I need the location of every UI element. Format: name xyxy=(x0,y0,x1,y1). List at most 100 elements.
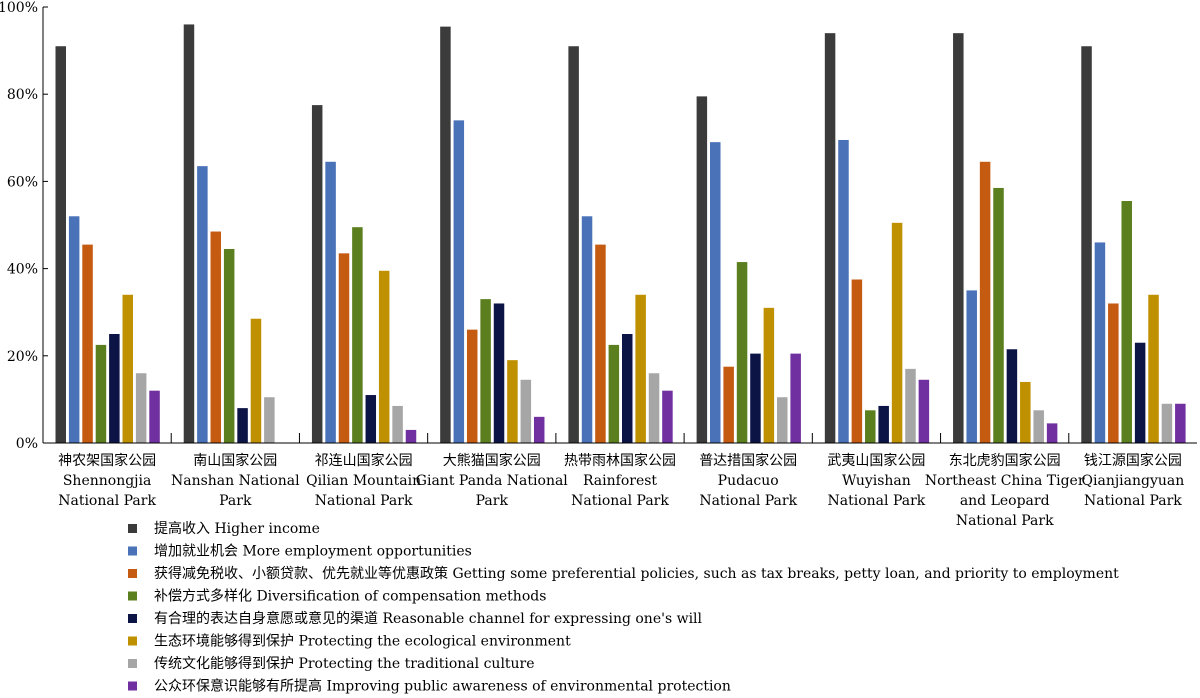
bar-s0-c3 xyxy=(440,26,451,444)
legend-label: 公众环保意识能够有所提高 Improving public awareness … xyxy=(154,678,731,695)
bar-s0-c8 xyxy=(1081,46,1092,444)
bar-s5-c2 xyxy=(378,270,390,443)
bar-s0-c7 xyxy=(953,33,964,443)
category-label: 武夷山国家公园 Wuyishan National Park xyxy=(827,452,925,509)
bar-s3-c7 xyxy=(993,187,1004,443)
legend-swatch xyxy=(128,546,137,556)
legend-label: 补偿方式多样化 Diversification of compensation … xyxy=(154,588,546,605)
bar-s2-c7 xyxy=(979,161,991,443)
bar-s4-c7 xyxy=(1006,349,1018,443)
bar-s4-c8 xyxy=(1134,342,1146,443)
bar-s1-c2 xyxy=(325,161,336,443)
bar-s6-c1 xyxy=(264,397,275,443)
y-tick-label: 20% xyxy=(7,349,38,365)
category-label: 祁连山国家公园 Qilian Mountain National Park xyxy=(306,452,421,509)
bar-s7-c6 xyxy=(918,379,930,443)
bar-s7-c2 xyxy=(405,429,417,443)
bar-s1-c6 xyxy=(838,139,849,444)
bar-s7-c0 xyxy=(149,390,160,443)
bar-s7-c3 xyxy=(533,416,545,443)
bar-s0-c5 xyxy=(696,96,708,443)
bar-s1-c4 xyxy=(581,216,593,443)
y-tick-label: 40% xyxy=(7,262,38,278)
bar-s2-c2 xyxy=(338,253,350,443)
bar-s4-c5 xyxy=(750,353,761,443)
bar-s5-c4 xyxy=(635,294,646,443)
bar-s4-c1 xyxy=(237,408,248,443)
y-tick-label: 60% xyxy=(7,174,38,190)
bar-s2-c0 xyxy=(82,244,93,443)
bar-s4-c2 xyxy=(365,395,377,443)
bars-layer xyxy=(55,24,1186,444)
y-tick-label: 80% xyxy=(7,87,38,103)
bar-s3-c4 xyxy=(608,344,620,443)
bar-s1-c3 xyxy=(453,120,465,444)
y-tick-label: 0% xyxy=(16,436,38,452)
bar-s7-c7 xyxy=(1046,423,1058,443)
category-label: 普达措国家公园 Pudacuo National Park xyxy=(699,452,797,509)
legend-swatch xyxy=(128,614,137,623)
legend-swatch xyxy=(128,591,137,601)
legend-label: 增加就业机会 More employment opportunities xyxy=(154,544,472,560)
axes-layer xyxy=(42,6,1197,444)
bar-s7-c8 xyxy=(1175,403,1186,443)
bar-s0-c6 xyxy=(824,33,836,443)
bar-s5-c5 xyxy=(763,307,775,443)
bar-s5-c3 xyxy=(507,360,518,443)
category-label: 热带雨林国家公园 Rainforest National Park xyxy=(564,452,676,509)
legend-swatch xyxy=(128,681,137,691)
bar-s0-c0 xyxy=(55,46,66,444)
bar-s3-c1 xyxy=(223,248,235,443)
category-label: 南山国家公园 Nanshan National Park xyxy=(171,452,300,509)
category-labels: 神农架国家公园 Shennongjia National Park 南山国家公园 Nan… xyxy=(58,452,1184,529)
bar-s1-c1 xyxy=(197,166,208,443)
bar-s6-c5 xyxy=(777,397,788,443)
bar-s4-c4 xyxy=(621,334,633,443)
bar-s0-c2 xyxy=(311,105,323,443)
category-label: 神农架国家公园 Shennongjia National Park xyxy=(58,452,156,509)
bar-s1-c0 xyxy=(68,216,80,443)
legend-label: 提高收入 Higher income xyxy=(154,520,320,537)
bar-s3-c8 xyxy=(1121,201,1132,443)
bar-s5-c7 xyxy=(1020,381,1031,443)
legend-swatch xyxy=(128,636,137,646)
bar-s3-c3 xyxy=(480,299,491,443)
legend-swatch xyxy=(128,569,137,578)
bar-s6-c3 xyxy=(520,379,532,443)
bar-s2-c1 xyxy=(210,231,222,443)
bar-s7-c4 xyxy=(662,390,673,443)
bar-s4-c3 xyxy=(493,303,505,443)
legend-label: 获得减免税收、小额贷款、优先就业等优惠政策 Getting some prefe… xyxy=(154,565,1119,582)
bar-s0-c1 xyxy=(183,24,195,443)
legend-swatch xyxy=(128,659,137,668)
legend-label: 有合理的表达自身意愿或意见的渠道 Reasonable channel for … xyxy=(154,610,703,627)
bar-s4-c0 xyxy=(109,334,120,443)
bar-s6-c8 xyxy=(1161,403,1173,443)
bar-s5-c0 xyxy=(122,294,133,443)
legend: 提高收入 Higher income 增加就业机会 More employment… xyxy=(128,520,1119,695)
bar-s5-c8 xyxy=(1148,294,1159,443)
bar-s2-c6 xyxy=(851,279,863,443)
bar-s1-c5 xyxy=(710,142,721,443)
category-label: 钱江源国家公园 Qianjiangyuan National Park xyxy=(1082,452,1185,509)
bar-s6-c7 xyxy=(1033,410,1044,443)
bar-s7-c5 xyxy=(790,353,801,443)
bar-s6-c6 xyxy=(905,368,916,443)
bar-s6-c4 xyxy=(648,373,660,443)
legend-swatch xyxy=(128,524,137,533)
y-tick-labels: 0% 20% 40% 60% 80% 100% xyxy=(0,0,38,452)
bar-s3-c5 xyxy=(736,262,748,443)
bar-s1-c7 xyxy=(966,290,977,443)
bar-s2-c5 xyxy=(723,366,734,443)
bar-s5-c1 xyxy=(250,318,262,443)
bar-s2-c8 xyxy=(1108,303,1119,443)
bar-s5-c6 xyxy=(891,222,903,443)
bar-s6-c0 xyxy=(135,373,147,443)
bar-s1-c8 xyxy=(1094,242,1106,443)
category-label: 大熊猫国家公园 Giant Panda National Park xyxy=(416,452,569,509)
bar-s2-c4 xyxy=(595,244,606,443)
y-tick-label: 100% xyxy=(0,0,38,16)
bar-s2-c3 xyxy=(466,329,478,443)
bar-s6-c2 xyxy=(392,405,403,443)
